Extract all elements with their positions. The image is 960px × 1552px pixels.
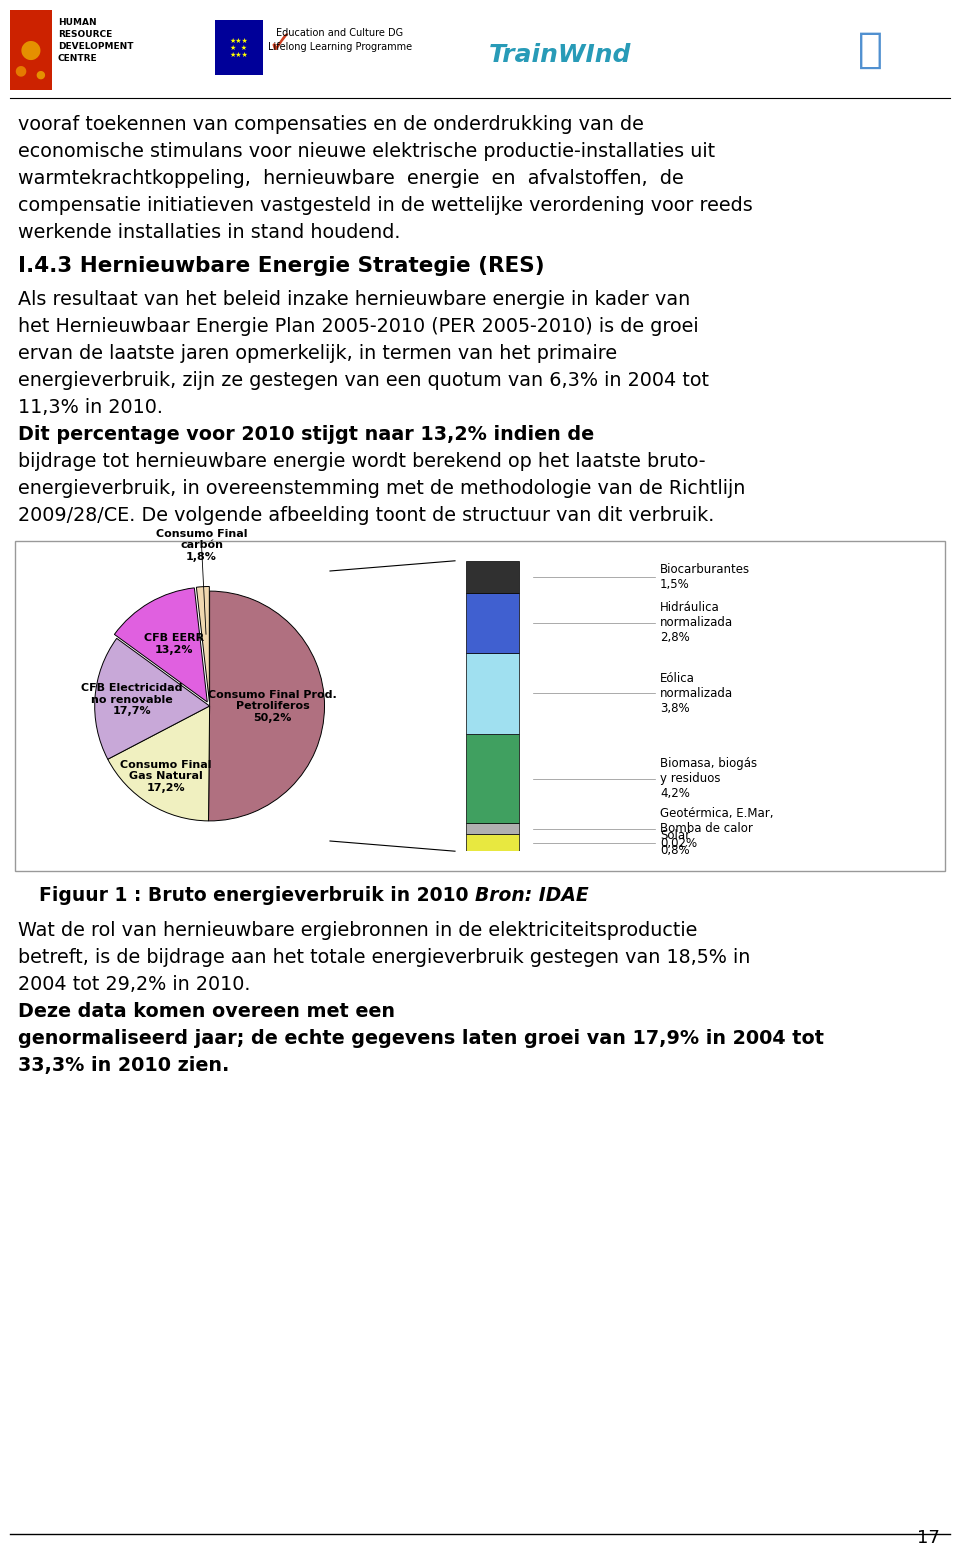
Text: economische stimulans voor nieuwe elektrische productie-installaties uit: economische stimulans voor nieuwe elektr… xyxy=(18,141,715,161)
Text: Dit percentage voor 2010 stijgt naar 13,2% indien de: Dit percentage voor 2010 stijgt naar 13,… xyxy=(18,425,594,444)
Wedge shape xyxy=(208,591,324,821)
Text: Consumo Final
carbón
1,8%: Consumo Final carbón 1,8% xyxy=(156,529,248,562)
Text: Biocarburantes
1,5%: Biocarburantes 1,5% xyxy=(660,563,750,591)
Wedge shape xyxy=(197,587,209,702)
Text: vooraf toekennen van compensaties en de onderdrukking van de: vooraf toekennen van compensaties en de … xyxy=(18,115,644,133)
Text: 🔷: 🔷 xyxy=(857,29,882,71)
Text: Als resultaat van het beleid inzake hernieuwbare energie in kader van: Als resultaat van het beleid inzake hern… xyxy=(18,290,690,309)
Text: ★★★
★  ★
★★★: ★★★ ★ ★ ★★★ xyxy=(229,37,249,57)
Text: Geotérmica, E.Mar,
Bomba de calor
0,02%: Geotérmica, E.Mar, Bomba de calor 0,02% xyxy=(660,807,774,850)
Text: ✓: ✓ xyxy=(267,31,293,59)
Text: 33,3% in 2010 zien.: 33,3% in 2010 zien. xyxy=(18,1055,229,1076)
Wedge shape xyxy=(114,588,207,702)
Text: HUMAN: HUMAN xyxy=(58,19,97,26)
Text: Eólica
normalizada
3,8%: Eólica normalizada 3,8% xyxy=(660,672,733,714)
Text: Wat de rol van hernieuwbare ergiebronnen in de elektriciteitsproductie: Wat de rol van hernieuwbare ergiebronnen… xyxy=(18,920,697,941)
Text: energieverbruik, zijn ze gestegen van een quotum van 6,3% in 2004 tot: energieverbruik, zijn ze gestegen van ee… xyxy=(18,371,709,390)
Text: Consumo Final
Gas Natural
17,2%: Consumo Final Gas Natural 17,2% xyxy=(120,760,212,793)
Text: bijdrage tot hernieuwbare energie wordt berekend op het laatste bruto-: bijdrage tot hernieuwbare energie wordt … xyxy=(18,452,706,470)
Text: Bron: IDAE: Bron: IDAE xyxy=(475,886,588,905)
FancyBboxPatch shape xyxy=(15,542,945,871)
Text: betreft, is de bijdrage aan het totale energieverbruik gestegen van 18,5% in: betreft, is de bijdrage aan het totale e… xyxy=(18,948,751,967)
Bar xyxy=(466,833,519,850)
Wedge shape xyxy=(108,706,209,821)
Wedge shape xyxy=(95,638,209,759)
Text: 2004 tot 29,2% in 2010.: 2004 tot 29,2% in 2010. xyxy=(18,975,251,993)
Text: Lifelong Learning Programme: Lifelong Learning Programme xyxy=(268,42,412,53)
Text: warmtekrachtkoppeling,  hernieuwbare  energie  en  afvalstoffen,  de: warmtekrachtkoppeling, hernieuwbare ener… xyxy=(18,169,684,188)
Text: ●: ● xyxy=(36,70,45,81)
Text: CENTRE: CENTRE xyxy=(58,54,98,64)
Text: het Hernieuwbaar Energie Plan 2005-2010 (PER 2005-2010) is de groei: het Hernieuwbaar Energie Plan 2005-2010 … xyxy=(18,317,699,335)
Text: I.4.3 Hernieuwbare Energie Strategie (RES): I.4.3 Hernieuwbare Energie Strategie (RE… xyxy=(18,256,544,276)
Text: werkende installaties in stand houdend.: werkende installaties in stand houdend. xyxy=(18,223,400,242)
Text: 2009/28/CE. De volgende afbeelding toont de structuur van dit verbruik.: 2009/28/CE. De volgende afbeelding toont… xyxy=(18,506,714,525)
Text: genormaliseerd jaar; de echte gegevens laten groei van 17,9% in 2004 tot: genormaliseerd jaar; de echte gegevens l… xyxy=(18,1029,824,1048)
Text: Figuur 1 : Bruto energieverbruik in 2010: Figuur 1 : Bruto energieverbruik in 2010 xyxy=(39,886,475,905)
Text: Education and Culture DG: Education and Culture DG xyxy=(276,28,403,37)
Text: Solar
0,8%: Solar 0,8% xyxy=(660,829,690,857)
Text: CFB Electricidad
no renovable
17,7%: CFB Electricidad no renovable 17,7% xyxy=(81,683,182,717)
Bar xyxy=(466,824,519,833)
Bar xyxy=(466,653,519,734)
Text: RESOURCE: RESOURCE xyxy=(58,29,112,39)
FancyBboxPatch shape xyxy=(215,20,263,74)
Text: Deze data komen overeen met een: Deze data komen overeen met een xyxy=(18,1003,395,1021)
Text: 17: 17 xyxy=(917,1529,940,1547)
Text: Biomasa, biogás
y residuos
4,2%: Biomasa, biogás y residuos 4,2% xyxy=(660,757,757,801)
Text: ervan de laatste jaren opmerkelijk, in termen van het primaire: ervan de laatste jaren opmerkelijk, in t… xyxy=(18,345,617,363)
Text: compensatie initiatieven vastgesteld in de wettelijke verordening voor reeds: compensatie initiatieven vastgesteld in … xyxy=(18,196,753,216)
Text: 11,3% in 2010.: 11,3% in 2010. xyxy=(18,397,163,417)
Text: TrainWInd: TrainWInd xyxy=(489,43,631,67)
Text: ●: ● xyxy=(14,64,26,78)
Bar xyxy=(466,593,519,653)
Text: ●: ● xyxy=(20,37,42,62)
Bar xyxy=(466,560,519,593)
Text: DEVELOPMENT: DEVELOPMENT xyxy=(58,42,133,51)
Text: energieverbruik, in overeenstemming met de methodologie van de Richtlijn: energieverbruik, in overeenstemming met … xyxy=(18,480,745,498)
Text: Hidráulica
normalizada
2,8%: Hidráulica normalizada 2,8% xyxy=(660,601,733,644)
FancyBboxPatch shape xyxy=(10,9,52,90)
Bar xyxy=(466,734,519,824)
Text: CFB EERR
13,2%: CFB EERR 13,2% xyxy=(144,633,204,655)
Text: Consumo Final Prod.
Petroliferos
50,2%: Consumo Final Prod. Petroliferos 50,2% xyxy=(208,689,337,723)
